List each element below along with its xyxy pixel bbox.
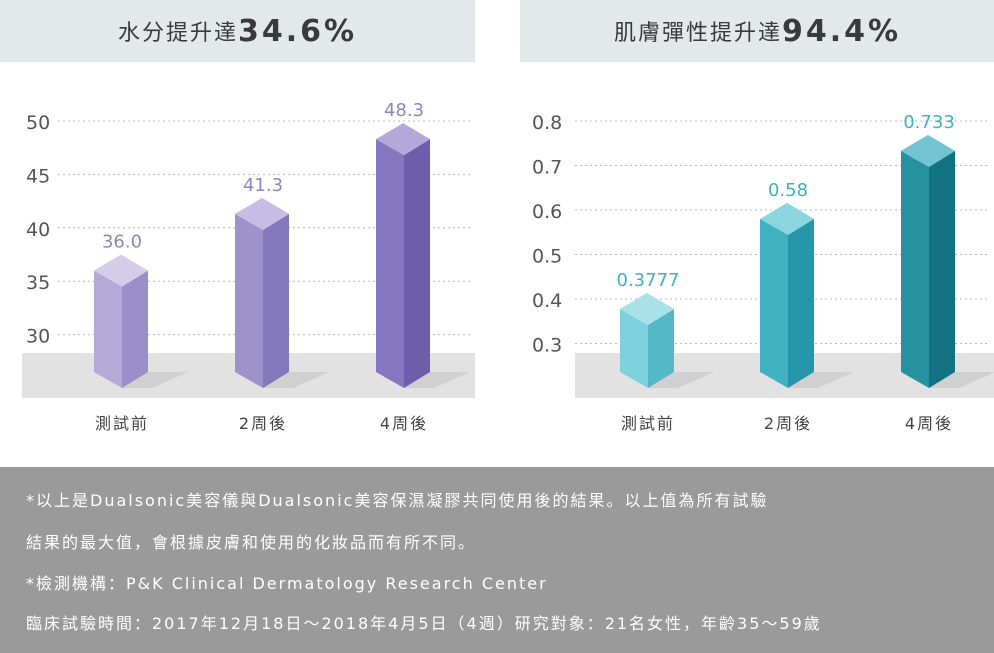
moisture-bar-chart: 30 35 40 45 50 36.0 測試前 41.3 2周後 48.3 4周後 <box>22 100 475 433</box>
bar-value-label: 0.733 <box>903 112 955 133</box>
y-tick-label: 0.7 <box>532 157 562 179</box>
bar-shadow <box>122 372 188 388</box>
bar <box>620 292 714 388</box>
bar-side <box>648 308 674 388</box>
bar-front <box>901 150 929 388</box>
bar-top <box>94 254 148 287</box>
y-tick-label: 0.4 <box>532 290 562 312</box>
bar-top <box>235 197 289 230</box>
moisture-chart-title-bar: 水分提升達 34.6% <box>0 0 475 62</box>
bar-value-label: 0.3777 <box>617 270 680 291</box>
footnote-line-1: *以上是Dualsonic美容儀與Dualsonic美容保濕凝膠共同使用後的結果… <box>26 491 769 510</box>
bar <box>901 134 994 388</box>
elasticity-bar-chart: 0.3 0.4 0.5 0.6 0.7 0.8 0.3777 測試前 0.58 2周後 0.733 4… <box>532 112 994 433</box>
moisture-chart-title: 水分提升達 <box>117 21 238 46</box>
bar-shadow <box>929 372 994 388</box>
moisture-chart-panel: 水分提升達 34.6% 30 35 40 45 50 36.0 測試前 41.3 2周後 48.3 4… <box>0 0 475 460</box>
y-tick-label: 0.3 <box>532 335 562 357</box>
moisture-chart-title-highlight: 34.6% <box>237 13 358 49</box>
bar-value-label: 0.58 <box>768 180 808 201</box>
y-tick-label: 0.5 <box>532 246 562 268</box>
x-category-label: 2周後 <box>764 414 812 433</box>
bar-side <box>122 270 148 388</box>
bar-value-label: 36.0 <box>102 232 142 253</box>
bar-top <box>760 202 814 235</box>
bar-shadow <box>648 372 714 388</box>
bar-value-label: 41.3 <box>243 175 283 196</box>
x-category-label: 4周後 <box>380 414 428 433</box>
bar-shadow <box>263 372 329 388</box>
bar-top <box>620 292 674 325</box>
bar-front <box>94 270 122 388</box>
footnote-line-4: 臨床試驗時間：2017年12月18日～2018年4月5日（4週）研究對象：21名… <box>26 614 822 633</box>
bar-value-label: 48.3 <box>384 100 424 121</box>
bar-front <box>620 308 648 388</box>
y-tick-label: 45 <box>26 165 50 187</box>
x-category-label: 4周後 <box>905 414 953 433</box>
bar <box>94 254 188 388</box>
bar-shadow <box>404 372 470 388</box>
bar-top <box>376 123 430 156</box>
footnote-line-3: *檢測機構：P&K Clinical Dermatology Research … <box>26 574 548 593</box>
elasticity-chart-title: 肌膚彈性提升達 <box>613 21 782 46</box>
bar-front <box>760 218 788 388</box>
footnote-box: *以上是Dualsonic美容儀與Dualsonic美容保濕凝膠共同使用後的結果… <box>0 467 994 653</box>
x-category-label: 測試前 <box>621 414 675 433</box>
y-tick-label: 30 <box>26 326 50 348</box>
bar-side <box>263 213 289 388</box>
elasticity-chart-title-highlight: 94.4% <box>781 13 902 49</box>
elasticity-chart-panel: 肌膚彈性提升達 94.4% 0.3 0.4 0.5 0.6 0.7 0.8 0.3777 測試前… <box>520 0 994 460</box>
bar-side <box>929 150 955 388</box>
bar-side <box>788 218 814 388</box>
bar-top <box>901 134 955 167</box>
y-tick-label: 35 <box>26 272 50 294</box>
bar-shadow <box>788 372 854 388</box>
x-category-label: 2周後 <box>239 414 287 433</box>
bar-side <box>404 139 430 388</box>
bar <box>760 202 854 388</box>
bar <box>376 123 470 388</box>
bar-front <box>235 213 263 388</box>
y-tick-label: 50 <box>26 112 50 134</box>
footnote-line-2: 結果的最大值，會根據皮膚和使用的化妝品而有所不同。 <box>26 533 477 552</box>
y-tick-label: 40 <box>26 219 50 241</box>
elasticity-chart-title-bar: 肌膚彈性提升達 94.4% <box>520 0 994 62</box>
bar <box>235 197 329 388</box>
y-tick-label: 0.8 <box>532 112 562 134</box>
bar-front <box>376 139 404 388</box>
y-tick-label: 0.6 <box>532 201 562 223</box>
x-category-label: 測試前 <box>95 414 149 433</box>
